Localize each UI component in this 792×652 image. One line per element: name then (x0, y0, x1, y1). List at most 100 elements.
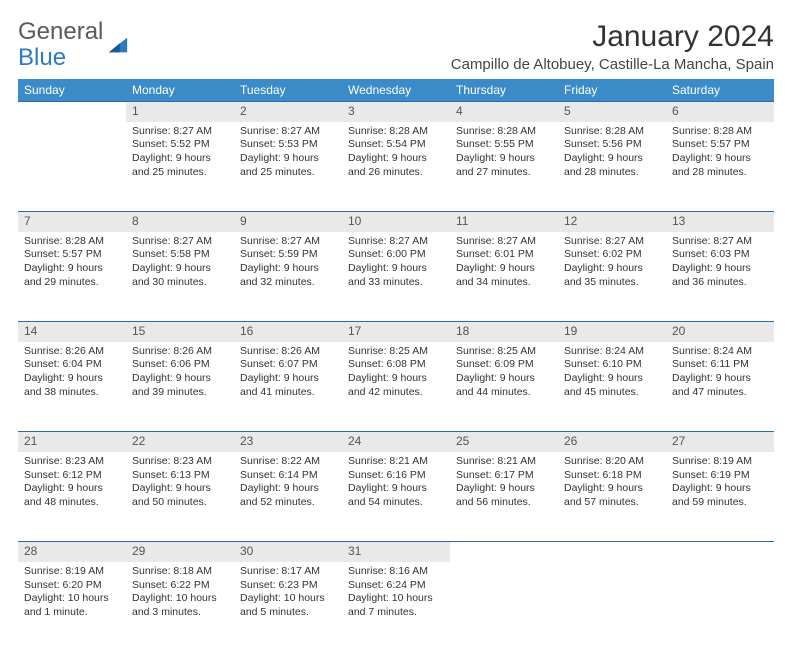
sunset-text: Sunset: 6:08 PM (348, 358, 444, 372)
sunrise-text: Sunrise: 8:21 AM (348, 455, 444, 469)
day-number: 24 (342, 432, 450, 452)
sunset-text: Sunset: 5:52 PM (132, 138, 228, 152)
daylight-text: and 38 minutes. (24, 386, 120, 400)
day-number: 5 (558, 102, 666, 122)
sunrise-text: Sunrise: 8:28 AM (348, 125, 444, 139)
sunrise-text: Sunrise: 8:26 AM (132, 345, 228, 359)
day-number: 26 (558, 432, 666, 452)
sunset-text: Sunset: 6:06 PM (132, 358, 228, 372)
sunset-text: Sunset: 6:13 PM (132, 469, 228, 483)
daylight-text: and 28 minutes. (564, 166, 660, 180)
day-number: 3 (342, 102, 450, 122)
sunset-text: Sunset: 6:22 PM (132, 579, 228, 593)
sunset-text: Sunset: 6:02 PM (564, 248, 660, 262)
day-number: 25 (450, 432, 558, 452)
day-cell: Sunrise: 8:27 AMSunset: 6:01 PMDaylight:… (450, 232, 558, 322)
day-number: 23 (234, 432, 342, 452)
daylight-text: Daylight: 9 hours (24, 262, 120, 276)
sunrise-text: Sunrise: 8:27 AM (132, 235, 228, 249)
sunset-text: Sunset: 6:24 PM (348, 579, 444, 593)
day-cell: Sunrise: 8:27 AMSunset: 5:59 PMDaylight:… (234, 232, 342, 322)
day-cell: Sunrise: 8:27 AMSunset: 5:53 PMDaylight:… (234, 122, 342, 212)
daylight-text: Daylight: 9 hours (672, 152, 768, 166)
daylight-text: and 35 minutes. (564, 276, 660, 290)
sunset-text: Sunset: 6:14 PM (240, 469, 336, 483)
daylight-text: and 44 minutes. (456, 386, 552, 400)
day-cell: Sunrise: 8:25 AMSunset: 6:08 PMDaylight:… (342, 342, 450, 432)
logo-triangle-icon (107, 34, 129, 56)
day-number: 16 (234, 322, 342, 342)
daylight-text: Daylight: 9 hours (348, 372, 444, 386)
weekday-header: Monday (126, 79, 234, 102)
day-cell: Sunrise: 8:21 AMSunset: 6:17 PMDaylight:… (450, 452, 558, 542)
day-cell (450, 562, 558, 652)
weekday-header: Wednesday (342, 79, 450, 102)
daylight-text: and 56 minutes. (456, 496, 552, 510)
daylight-text: Daylight: 9 hours (348, 482, 444, 496)
day-cell: Sunrise: 8:27 AMSunset: 6:02 PMDaylight:… (558, 232, 666, 322)
daylight-text: Daylight: 9 hours (240, 482, 336, 496)
day-number: 14 (18, 322, 126, 342)
daylight-text: and 41 minutes. (240, 386, 336, 400)
daynum-row: 123456 (18, 102, 774, 122)
daylight-text: Daylight: 10 hours (132, 592, 228, 606)
day-number: 4 (450, 102, 558, 122)
sunrise-text: Sunrise: 8:28 AM (564, 125, 660, 139)
day-number: 11 (450, 212, 558, 232)
day-number (18, 102, 126, 122)
daylight-text: and 34 minutes. (456, 276, 552, 290)
sunrise-text: Sunrise: 8:20 AM (564, 455, 660, 469)
day-number: 6 (666, 102, 774, 122)
month-title: January 2024 (451, 20, 774, 54)
weekday-header: Thursday (450, 79, 558, 102)
daylight-text: Daylight: 9 hours (348, 152, 444, 166)
daylight-text: and 59 minutes. (672, 496, 768, 510)
day-number: 9 (234, 212, 342, 232)
sunset-text: Sunset: 6:11 PM (672, 358, 768, 372)
daylight-text: Daylight: 9 hours (672, 372, 768, 386)
day-cell: Sunrise: 8:20 AMSunset: 6:18 PMDaylight:… (558, 452, 666, 542)
daylight-text: and 36 minutes. (672, 276, 768, 290)
day-content-row: Sunrise: 8:28 AMSunset: 5:57 PMDaylight:… (18, 232, 774, 322)
sunrise-text: Sunrise: 8:27 AM (348, 235, 444, 249)
day-cell (18, 122, 126, 212)
logo: General Blue (18, 20, 129, 70)
sunrise-text: Sunrise: 8:25 AM (456, 345, 552, 359)
daylight-text: and 52 minutes. (240, 496, 336, 510)
daylight-text: Daylight: 9 hours (240, 152, 336, 166)
daylight-text: and 50 minutes. (132, 496, 228, 510)
day-number: 18 (450, 322, 558, 342)
day-content-row: Sunrise: 8:27 AMSunset: 5:52 PMDaylight:… (18, 122, 774, 212)
day-cell (558, 562, 666, 652)
daylight-text: and 45 minutes. (564, 386, 660, 400)
weekday-header: Sunday (18, 79, 126, 102)
sunset-text: Sunset: 6:23 PM (240, 579, 336, 593)
title-block: January 2024 Campillo de Altobuey, Casti… (451, 20, 774, 73)
day-number (666, 542, 774, 562)
day-number: 2 (234, 102, 342, 122)
daylight-text: and 48 minutes. (24, 496, 120, 510)
day-cell: Sunrise: 8:27 AMSunset: 5:58 PMDaylight:… (126, 232, 234, 322)
daylight-text: and 47 minutes. (672, 386, 768, 400)
sunset-text: Sunset: 5:55 PM (456, 138, 552, 152)
day-number: 13 (666, 212, 774, 232)
sunset-text: Sunset: 5:57 PM (672, 138, 768, 152)
weekday-header-row: Sunday Monday Tuesday Wednesday Thursday… (18, 79, 774, 102)
day-cell: Sunrise: 8:25 AMSunset: 6:09 PMDaylight:… (450, 342, 558, 432)
daylight-text: Daylight: 9 hours (240, 372, 336, 386)
sunrise-text: Sunrise: 8:25 AM (348, 345, 444, 359)
weekday-header: Saturday (666, 79, 774, 102)
calendar-table: Sunday Monday Tuesday Wednesday Thursday… (18, 79, 774, 652)
day-cell (666, 562, 774, 652)
day-number: 31 (342, 542, 450, 562)
daylight-text: and 26 minutes. (348, 166, 444, 180)
day-content-row: Sunrise: 8:26 AMSunset: 6:04 PMDaylight:… (18, 342, 774, 432)
day-number (450, 542, 558, 562)
daylight-text: Daylight: 9 hours (132, 372, 228, 386)
day-cell: Sunrise: 8:28 AMSunset: 5:57 PMDaylight:… (18, 232, 126, 322)
day-number: 30 (234, 542, 342, 562)
sunset-text: Sunset: 6:18 PM (564, 469, 660, 483)
daylight-text: and 1 minute. (24, 606, 120, 620)
sunset-text: Sunset: 6:07 PM (240, 358, 336, 372)
day-cell: Sunrise: 8:27 AMSunset: 6:03 PMDaylight:… (666, 232, 774, 322)
